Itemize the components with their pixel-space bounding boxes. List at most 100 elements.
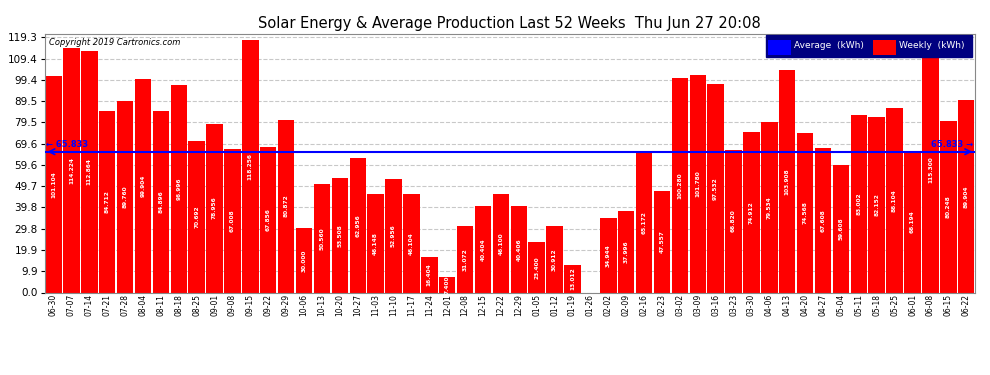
- Bar: [63, 48, 79, 292]
- Bar: [170, 85, 187, 292]
- Text: 86.104: 86.104: [892, 189, 897, 212]
- Bar: [922, 46, 939, 292]
- Bar: [349, 158, 366, 292]
- Bar: [815, 148, 832, 292]
- Text: 46.104: 46.104: [409, 232, 414, 255]
- Text: 89.904: 89.904: [963, 185, 968, 208]
- Bar: [152, 111, 169, 292]
- Bar: [421, 257, 438, 292]
- Bar: [99, 111, 116, 292]
- Text: 114.224: 114.224: [69, 157, 74, 184]
- Text: 65.833 →: 65.833 →: [932, 140, 973, 148]
- FancyBboxPatch shape: [766, 35, 972, 57]
- Bar: [188, 141, 205, 292]
- Text: 65.172: 65.172: [642, 211, 646, 234]
- Text: 118.256: 118.256: [248, 153, 252, 180]
- Bar: [743, 132, 759, 292]
- Bar: [886, 108, 903, 292]
- Text: 46.100: 46.100: [498, 232, 503, 255]
- Bar: [367, 194, 384, 292]
- Bar: [46, 76, 61, 292]
- Text: 96.996: 96.996: [176, 177, 181, 200]
- Text: 74.568: 74.568: [803, 201, 808, 224]
- Text: 16.404: 16.404: [427, 264, 432, 286]
- Text: 84.896: 84.896: [158, 190, 163, 213]
- Bar: [671, 78, 688, 292]
- Bar: [135, 79, 151, 292]
- Text: 82.152: 82.152: [874, 193, 879, 216]
- Bar: [314, 184, 331, 292]
- Text: 46.148: 46.148: [373, 232, 378, 255]
- Bar: [475, 206, 491, 292]
- Text: Weekly  (kWh): Weekly (kWh): [899, 41, 964, 50]
- Bar: [850, 115, 867, 292]
- Text: Copyright 2019 Cartronics.com: Copyright 2019 Cartronics.com: [50, 38, 180, 46]
- Text: 84.712: 84.712: [105, 190, 110, 213]
- Bar: [456, 226, 473, 292]
- Bar: [296, 228, 312, 292]
- Text: 40.406: 40.406: [517, 238, 522, 261]
- Bar: [332, 178, 348, 292]
- Bar: [636, 153, 652, 292]
- Bar: [904, 151, 921, 292]
- Text: 79.534: 79.534: [767, 196, 772, 219]
- Text: 89.760: 89.760: [123, 185, 128, 208]
- Bar: [797, 133, 814, 292]
- Text: 67.608: 67.608: [821, 209, 826, 232]
- FancyBboxPatch shape: [873, 40, 896, 55]
- FancyBboxPatch shape: [767, 40, 791, 55]
- Bar: [761, 122, 777, 292]
- Text: 67.856: 67.856: [265, 209, 270, 231]
- Text: 67.008: 67.008: [230, 210, 235, 232]
- Bar: [243, 40, 258, 292]
- Text: 59.608: 59.608: [839, 217, 843, 240]
- Text: 13.012: 13.012: [570, 267, 575, 290]
- Bar: [529, 243, 545, 292]
- Text: 115.300: 115.300: [928, 156, 933, 183]
- Bar: [206, 124, 223, 292]
- Text: 23.400: 23.400: [535, 256, 540, 279]
- Bar: [833, 165, 849, 292]
- Bar: [278, 120, 294, 292]
- Text: 74.912: 74.912: [749, 201, 754, 224]
- Bar: [779, 70, 796, 292]
- Text: 30.912: 30.912: [552, 248, 557, 271]
- Bar: [940, 121, 956, 292]
- Bar: [439, 277, 455, 292]
- Text: 66.194: 66.194: [910, 210, 915, 233]
- Text: 40.404: 40.404: [480, 238, 485, 261]
- Text: 70.692: 70.692: [194, 206, 199, 228]
- Text: 100.280: 100.280: [677, 172, 682, 199]
- Bar: [564, 265, 581, 292]
- Text: 101.780: 101.780: [695, 170, 700, 197]
- Text: 53.508: 53.508: [338, 224, 343, 247]
- Text: 101.104: 101.104: [51, 171, 56, 198]
- Text: 80.248: 80.248: [945, 195, 950, 218]
- Bar: [726, 150, 742, 292]
- Bar: [117, 100, 134, 292]
- Text: 37.996: 37.996: [624, 240, 629, 263]
- Title: Solar Energy & Average Production Last 52 Weeks  Thu Jun 27 20:08: Solar Energy & Average Production Last 5…: [258, 16, 761, 31]
- Text: 66.820: 66.820: [731, 210, 736, 232]
- Text: 52.956: 52.956: [391, 225, 396, 247]
- Text: 47.557: 47.557: [659, 230, 664, 253]
- Text: 80.872: 80.872: [284, 195, 289, 217]
- Text: 30.000: 30.000: [302, 249, 307, 272]
- Bar: [403, 194, 420, 292]
- Bar: [511, 206, 527, 292]
- Text: 31.072: 31.072: [462, 248, 467, 271]
- Text: ← 65.833: ← 65.833: [47, 140, 88, 148]
- Bar: [653, 191, 670, 292]
- Bar: [708, 84, 724, 292]
- Text: 62.956: 62.956: [355, 214, 360, 237]
- Text: 112.864: 112.864: [87, 158, 92, 185]
- Bar: [224, 149, 241, 292]
- Text: Average  (kWh): Average (kWh): [794, 41, 863, 50]
- Text: 78.956: 78.956: [212, 197, 217, 219]
- Bar: [493, 194, 509, 292]
- Bar: [260, 147, 276, 292]
- Text: 97.532: 97.532: [713, 177, 718, 200]
- Bar: [868, 117, 885, 292]
- Bar: [958, 100, 974, 292]
- Text: 99.904: 99.904: [141, 174, 146, 197]
